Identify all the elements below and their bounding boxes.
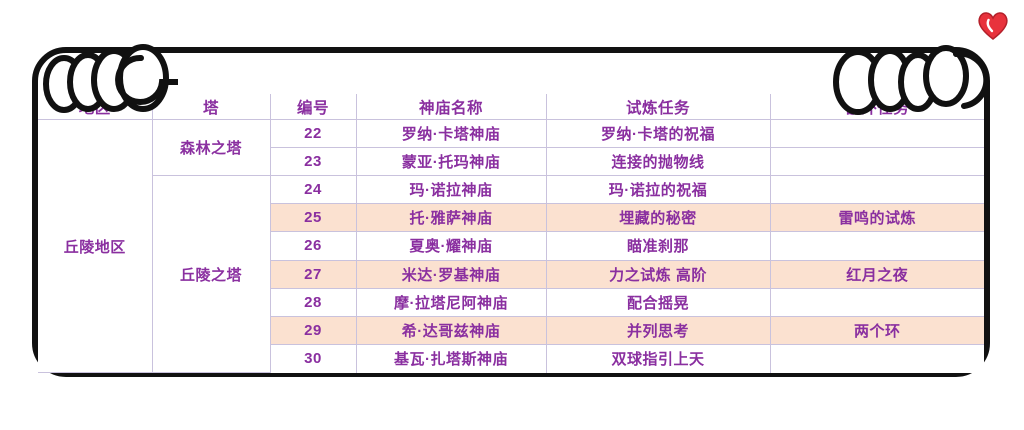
- row-extra: [769, 118, 984, 149]
- row-shrine-name: 米达·罗基神庙: [355, 259, 547, 289]
- row-number: 22: [269, 118, 357, 149]
- row-number: 23: [270, 147, 357, 177]
- row-trial-task: 连接的抛物线: [545, 147, 771, 177]
- shrine-table-container: 地区 塔 编号 神庙名称 试炼任务 额外任务 丘陵地区 森林之塔 22 罗纳·卡…: [38, 94, 984, 373]
- row-trial-task: 埋藏的秘密: [545, 203, 771, 233]
- row-shrine-name: 希·达哥兹神庙: [355, 315, 547, 345]
- row-number: 25: [270, 203, 357, 233]
- row-shrine-name: 基瓦·扎塔斯神庙: [355, 343, 547, 373]
- row-number: 30: [270, 343, 357, 373]
- row-shrine-name: 托·雅萨神庙: [355, 203, 547, 233]
- table-row: 23 蒙亚·托玛神庙 连接的抛物线: [38, 147, 984, 177]
- row-extra: 红月之夜: [769, 259, 984, 289]
- column-header-number: 编号: [269, 94, 357, 120]
- row-number: 29: [270, 315, 357, 345]
- table-body: 丘陵地区 森林之塔 22 罗纳·卡塔神庙 罗纳·卡塔的祝福 23 蒙亚·托玛神庙…: [38, 118, 984, 373]
- column-header-tower: 塔: [151, 94, 271, 120]
- row-extra: 雷鸣的试炼: [769, 203, 984, 233]
- shrine-table: 地区 塔 编号 神庙名称 试炼任务 额外任务 丘陵地区 森林之塔 22 罗纳·卡…: [38, 94, 984, 373]
- row-extra: [769, 147, 984, 177]
- row-shrine-name: 罗纳·卡塔神庙: [355, 118, 547, 149]
- row-extra: 两个环: [769, 315, 984, 345]
- row-trial-task: 双球指引上天: [545, 343, 771, 373]
- row-trial-task: 瞄准刹那: [545, 231, 771, 261]
- table-row: 28 摩·拉塔尼阿神庙 配合摇晃: [38, 287, 984, 317]
- row-trial-task: 罗纳·卡塔的祝福: [545, 118, 771, 149]
- region-cell: 丘陵地区: [38, 119, 153, 373]
- tower-cell-forest: 森林之塔: [151, 118, 271, 177]
- table-row: 丘陵地区 森林之塔 22 罗纳·卡塔神庙 罗纳·卡塔的祝福: [38, 118, 984, 373]
- row-extra: [769, 343, 984, 373]
- table-header-row: 地区 塔 编号 神庙名称 试炼任务 额外任务: [38, 94, 984, 120]
- row-extra: [769, 287, 984, 317]
- row-extra: [769, 175, 984, 205]
- row-shrine-name: 蒙亚·托玛神庙: [355, 147, 547, 177]
- row-number: 24: [269, 175, 357, 205]
- row-shrine-name: 玛·诺拉神庙: [355, 175, 547, 205]
- row-trial-task: 并列思考: [545, 315, 771, 345]
- column-header-shrine-name: 神庙名称: [355, 94, 547, 120]
- heart-icon: [978, 12, 1008, 40]
- table-row: 30 基瓦·扎塔斯神庙 双球指引上天: [38, 343, 984, 373]
- row-number: 28: [270, 287, 357, 317]
- row-shrine-name: 夏奥·耀神庙: [355, 231, 547, 261]
- tower-cell-hill: 丘陵之塔: [152, 175, 271, 373]
- row-trial-task: 玛·诺拉的祝福: [545, 175, 771, 205]
- row-trial-task: 配合摇晃: [545, 287, 771, 317]
- row-number: 27: [270, 259, 357, 289]
- column-header-region: 地区: [38, 94, 153, 120]
- column-header-extra: 额外任务: [769, 94, 984, 120]
- row-number: 26: [270, 231, 357, 261]
- row-trial-task: 力之试炼 高阶: [545, 259, 771, 289]
- column-header-trial-task: 试炼任务: [545, 94, 771, 120]
- row-extra: [769, 231, 984, 261]
- table-row: 丘陵之塔 24 玛·诺拉神庙 玛·诺拉的祝福: [38, 175, 984, 373]
- row-shrine-name: 摩·拉塔尼阿神庙: [355, 287, 547, 317]
